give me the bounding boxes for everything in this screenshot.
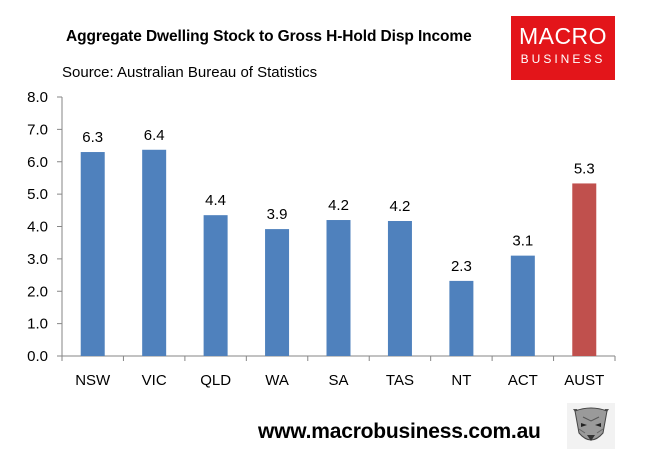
- x-tick-label-vic: VIC: [142, 372, 167, 389]
- chart-source: Source: Australian Bureau of Statistics: [62, 64, 318, 81]
- y-tick-label: 4.0: [27, 219, 48, 236]
- data-label-aust: 5.3: [574, 160, 595, 177]
- data-label-tas: 4.2: [390, 198, 411, 215]
- x-tick-label-nsw: NSW: [75, 372, 111, 389]
- bar-tas: [387, 220, 412, 356]
- bar-nsw: [80, 152, 105, 356]
- bar-act: [510, 255, 535, 356]
- y-tick-label: 1.0: [27, 316, 48, 333]
- chart-title: Aggregate Dwelling Stock to Gross H-Hold…: [66, 28, 472, 45]
- logo-line-1: MACRO: [518, 23, 608, 49]
- data-label-nt: 2.3: [451, 258, 472, 275]
- logo-line-2: BUSINESS: [520, 52, 606, 66]
- x-tick-label-act: ACT: [508, 372, 538, 389]
- y-tick-label: 5.0: [27, 186, 48, 203]
- y-tick-label: 3.0: [27, 251, 48, 268]
- x-tick-label-wa: WA: [265, 372, 289, 389]
- data-label-wa: 3.9: [267, 206, 288, 223]
- footer-url: www.macrobusiness.com.au: [258, 420, 541, 443]
- x-tick-label-sa: SA: [328, 372, 348, 389]
- data-label-nsw: 6.3: [82, 129, 103, 146]
- bar-wa: [265, 229, 290, 356]
- y-tick-label: 6.0: [27, 154, 48, 171]
- x-tick-label-aust: AUST: [564, 372, 604, 389]
- y-tick-label: 8.0: [27, 89, 48, 106]
- data-label-act: 3.1: [512, 233, 533, 250]
- y-tick-label: 2.0: [27, 283, 48, 300]
- data-label-vic: 6.4: [144, 127, 165, 144]
- y-tick-label: 7.0: [27, 121, 48, 138]
- y-tick-label: 0.0: [27, 348, 48, 365]
- x-tick-label-qld: QLD: [200, 372, 231, 389]
- x-tick-label-tas: TAS: [386, 372, 414, 389]
- bar-nt: [449, 280, 474, 356]
- bar-vic: [142, 149, 167, 356]
- bar-qld: [203, 215, 228, 356]
- data-label-sa: 4.2: [328, 197, 349, 214]
- bar-aust: [572, 183, 597, 356]
- data-label-qld: 4.4: [205, 192, 226, 209]
- bar-sa: [326, 220, 351, 356]
- macrobusiness-logo: MACRO BUSINESS: [511, 16, 615, 80]
- wolf-icon: [567, 403, 615, 449]
- x-tick-label-nt: NT: [451, 372, 471, 389]
